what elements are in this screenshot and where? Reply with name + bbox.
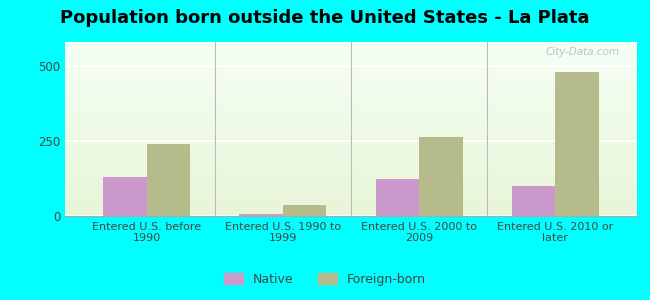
Bar — [555, 72, 599, 216]
Bar — [419, 136, 463, 216]
Legend: Native, Foreign-born: Native, Foreign-born — [219, 268, 431, 291]
Bar — [283, 205, 326, 216]
Bar — [103, 177, 147, 216]
Bar — [512, 186, 555, 216]
Bar — [239, 214, 283, 216]
Bar — [147, 144, 190, 216]
Text: City-Data.com: City-Data.com — [546, 47, 620, 57]
Text: Population born outside the United States - La Plata: Population born outside the United State… — [60, 9, 590, 27]
Bar — [376, 178, 419, 216]
